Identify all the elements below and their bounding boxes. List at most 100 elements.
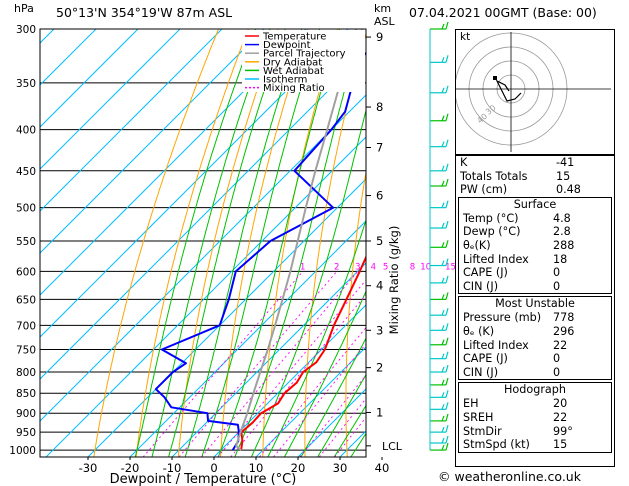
- wind-barb-flag: [445, 351, 449, 359]
- mixing-ratio-label: 8: [410, 262, 415, 272]
- hodograph-table-title: Hodograph: [504, 383, 566, 397]
- legend-label: Mixing Ratio: [263, 83, 325, 94]
- hodograph-value: 20: [553, 397, 568, 411]
- wet-adiabat-line: [184, 29, 303, 457]
- dry-adiabat-line: [262, 29, 339, 457]
- most-unstable-row: Lifted Index 22: [459, 339, 611, 353]
- mixing-ratio-line: [334, 416, 366, 457]
- wind-barb-flag: [445, 85, 449, 93]
- most-unstable-label: CIN (J): [463, 365, 499, 379]
- lcl-label: LCL: [382, 440, 403, 453]
- surface-value: 2.8: [553, 225, 571, 239]
- surface-title: Surface: [513, 197, 557, 211]
- legend-label: Temperature: [262, 32, 326, 43]
- wind-barb-flag: [441, 426, 445, 433]
- mixing-ratio-label: 2: [334, 262, 339, 272]
- hodograph-value: 15: [553, 438, 568, 452]
- wet-adiabat-line: [283, 289, 366, 457]
- pressure-tick-label: 500: [16, 203, 36, 215]
- dry-adiabat-line: [93, 29, 219, 457]
- most-unstable-value: 22: [553, 338, 568, 352]
- series-temperature: [240, 254, 366, 451]
- most-unstable-value: 296: [553, 324, 575, 338]
- legend-label: Parcel Trajectory: [263, 49, 346, 60]
- hodograph-rows: EH 20 SREH 22 StmDir 99° StmSpd (kt) 15: [459, 397, 611, 451]
- most-unstable-value: 778: [553, 311, 575, 325]
- wind-barb-flag: [441, 366, 445, 373]
- height-tick-label: 5: [376, 234, 383, 248]
- surface-label: Temp (°C): [463, 211, 519, 225]
- surface-row: Dewp (°C) 2.8: [459, 225, 611, 239]
- wind-barb-flag: [445, 377, 449, 386]
- hodograph-row: StmDir 99°: [459, 425, 611, 439]
- surface-label: CAPE (J): [463, 266, 508, 280]
- surface-label: CIN (J): [463, 279, 499, 293]
- wind-barb-flag: [445, 402, 449, 410]
- wind-barb-flag: [445, 240, 449, 248]
- hodograph-label: SREH: [463, 410, 494, 424]
- stability-indices: K -41 Totals Totals 15 PW (cm) 0.48: [456, 156, 614, 197]
- wet-adiabat-line: [250, 108, 366, 457]
- wet-adiabat-line: [134, 29, 257, 457]
- hodograph-label: StmDir: [463, 424, 502, 438]
- wind-barb-flag: [445, 21, 449, 30]
- pressure-tick-label: 900: [16, 408, 36, 420]
- wind-barb-flag: [441, 260, 445, 266]
- isotherm-line: [40, 29, 349, 338]
- temp-tick-label: -20: [121, 461, 140, 475]
- wind-barb-flag: [441, 437, 445, 444]
- wind-barb-flag: [441, 87, 445, 93]
- wet-adiabat-line: [217, 29, 341, 457]
- hodograph-row: SREH 22: [459, 411, 611, 425]
- mixing-ratio-line: [230, 294, 366, 457]
- mixing-ratio-line: [299, 374, 366, 457]
- surface-row: θₑ(K) 288: [459, 239, 611, 253]
- height-tick-label: 8: [376, 100, 383, 114]
- wind-barb-flag: [445, 275, 449, 284]
- most-unstable-row: Pressure (mb) 778: [459, 311, 611, 325]
- wind-barb-flag: [445, 424, 449, 433]
- surface-row: CAPE (J) 0: [459, 266, 611, 280]
- wind-barb-flag: [441, 57, 445, 63]
- pressure-tick-label: 400: [16, 125, 36, 137]
- wind-barb-flag: [441, 444, 445, 451]
- wind-barb-flag: [445, 113, 449, 121]
- surface-row: Temp (°C) 4.8: [459, 212, 611, 226]
- temp-tick-label: -30: [79, 461, 98, 475]
- copyright: © weatheronline.co.uk: [438, 469, 581, 484]
- isotherm-line: [40, 29, 307, 296]
- valid-datetime: 07.04.2021 00GMT (Base: 00): [409, 5, 597, 20]
- height-tick-label: 9: [376, 30, 383, 44]
- mixing-ratio-line: [273, 343, 366, 457]
- mixing-ratio-label: 3: [355, 262, 360, 272]
- pressure-tick-label: 450: [16, 166, 36, 178]
- isotherm-line: [40, 29, 265, 254]
- surface-value: 0: [553, 266, 561, 280]
- mixing-ratio-axis-label: Mixing Ratio (g/kg): [387, 226, 401, 335]
- wind-barb-flag: [441, 404, 445, 410]
- stability-row: K -41: [456, 156, 614, 170]
- surface-value: 288: [553, 238, 575, 252]
- wind-barb-flag: [445, 435, 449, 444]
- pressure-tick-label: 800: [16, 367, 36, 379]
- surface-row: Lifted Index 18: [459, 253, 611, 267]
- wet-adiabat-line: [234, 29, 363, 457]
- legend-label: Dry Adiabat: [263, 57, 322, 68]
- pressure-unit-label: hPa: [14, 2, 34, 15]
- wind-barb-flag: [441, 339, 445, 345]
- height-asl-label: ASL: [374, 15, 395, 28]
- wind-barb-flag: [441, 353, 445, 359]
- wind-barb-flag: [441, 415, 445, 422]
- wind-barb-flag: [441, 325, 445, 331]
- legend-label: Dewpoint: [263, 40, 311, 51]
- most-unstable-row: CAPE (J) 0: [459, 352, 611, 366]
- series-dewpoint: [154, 51, 366, 451]
- surface-label: Dewp (°C): [463, 225, 521, 239]
- wind-barb-flag: [445, 200, 449, 208]
- dry-adiabat-line: [345, 169, 366, 457]
- hodograph-label: EH: [463, 397, 479, 411]
- wet-adiabat-line: [267, 218, 366, 457]
